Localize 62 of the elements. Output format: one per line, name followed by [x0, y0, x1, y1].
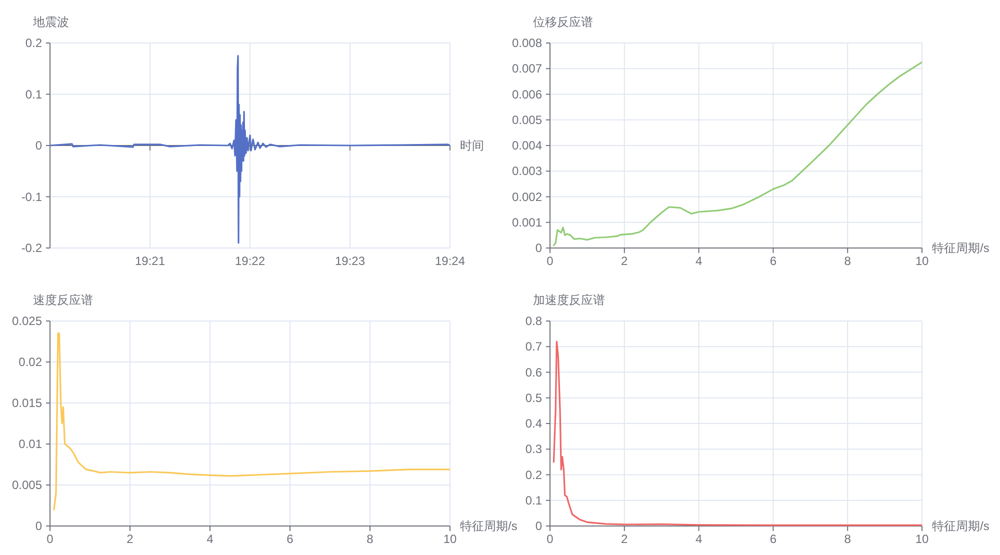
y-tick-label: -0.2 — [21, 241, 42, 255]
x-tick-label: 19:23 — [334, 254, 366, 268]
y-tick-label: 0.1 — [525, 493, 542, 508]
x-tick-label: 8 — [366, 532, 374, 546]
line-series — [53, 332, 450, 510]
x-tick-label: 4 — [695, 532, 702, 546]
y-tick-label: 0 — [35, 138, 42, 152]
x-tick-label: 6 — [770, 254, 777, 268]
y-tick-label: 0.01 — [18, 437, 42, 451]
y-tick-label: 0.003 — [512, 164, 542, 178]
y-axis-title: 位移反应谱 — [533, 15, 593, 29]
x-tick-label: 4 — [206, 532, 214, 546]
y-tick-label: 0.004 — [512, 138, 542, 152]
x-tick-label: 0 — [46, 532, 54, 546]
y-tick-label: 0.2 — [25, 36, 42, 50]
y-tick-label: 0.005 — [512, 112, 542, 127]
y-axis-title: 地震波 — [32, 15, 69, 29]
y-tick-label: -0.1 — [21, 190, 42, 204]
y-tick-label: 0.006 — [512, 87, 542, 102]
y-tick-label: 0.015 — [12, 396, 42, 410]
y-axis-title: 加速度反应谱 — [533, 293, 605, 307]
line-series — [552, 61, 922, 246]
y-tick-label: 0 — [535, 241, 542, 255]
x-axis-title: 特征周期/s — [460, 519, 518, 533]
x-tick-label: 6 — [286, 532, 294, 546]
y-tick-label: 0.6 — [525, 365, 542, 380]
y-tick-label: 0.5 — [525, 390, 542, 405]
x-tick-label: 0 — [546, 254, 554, 268]
x-axis-title: 特征周期/s — [932, 241, 990, 255]
x-tick-label: 4 — [695, 254, 702, 268]
x-tick-label: 2 — [621, 254, 628, 268]
x-tick-label: 10 — [915, 532, 929, 546]
x-tick-label: 2 — [621, 532, 628, 546]
x-tick-label: 6 — [770, 532, 777, 546]
y-tick-label: 0.002 — [512, 190, 542, 204]
y-tick-label: 0.2 — [525, 468, 542, 482]
x-tick-label: 8 — [844, 254, 852, 268]
y-tick-label: 0.7 — [525, 340, 542, 354]
x-tick-label: 19:21 — [135, 254, 166, 268]
x-tick-label: 0 — [546, 532, 554, 546]
y-tick-label: 0.4 — [525, 416, 542, 430]
x-axis-title: 特征周期/s — [932, 519, 990, 533]
y-tick-label: 0.005 — [12, 478, 42, 492]
y-tick-label: 0.02 — [18, 355, 42, 369]
x-tick-label: 19:22 — [235, 254, 266, 268]
y-tick-label: 0.001 — [512, 215, 542, 230]
y-tick-label: 0.8 — [525, 314, 542, 328]
x-tick-label: 2 — [126, 532, 134, 546]
y-tick-label: 0.025 — [12, 314, 42, 328]
x-tick-label: 10 — [915, 254, 929, 268]
x-tick-label: 8 — [844, 532, 852, 546]
x-axis-title: 时间 — [460, 138, 484, 152]
x-tick-label: 19:24 — [434, 254, 466, 268]
y-axis-title: 速度反应谱 — [33, 293, 93, 307]
y-tick-label: 0 — [535, 519, 542, 533]
y-tick-label: 0.007 — [512, 62, 542, 76]
y-tick-label: 0.3 — [525, 442, 542, 456]
y-tick-label: 0.1 — [25, 87, 42, 102]
y-tick-label: 0 — [35, 519, 42, 533]
line-series — [552, 340, 922, 526]
y-tick-label: 0.008 — [512, 36, 542, 50]
x-tick-label: 10 — [443, 532, 457, 546]
